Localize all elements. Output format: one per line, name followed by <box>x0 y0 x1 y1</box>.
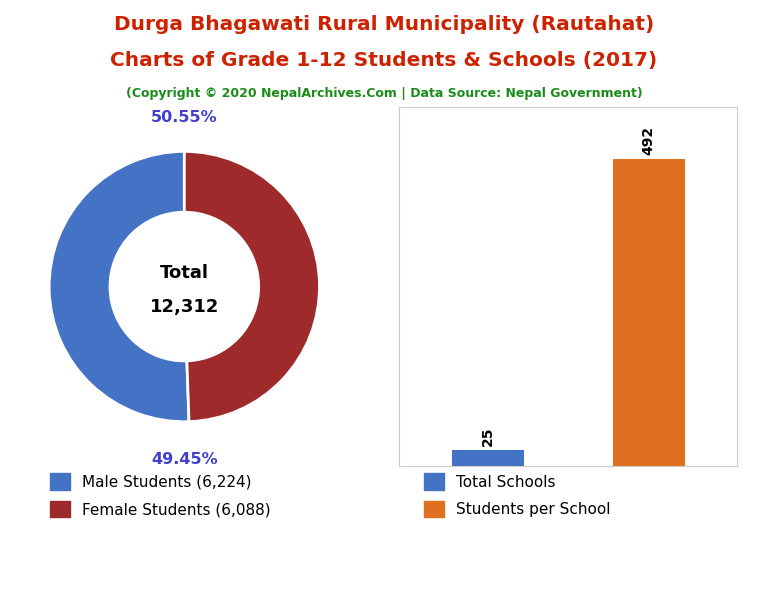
Text: Durga Bhagawati Rural Municipality (Rautahat): Durga Bhagawati Rural Municipality (Raut… <box>114 15 654 34</box>
Text: 25: 25 <box>481 427 495 447</box>
Wedge shape <box>184 152 319 421</box>
Text: (Copyright © 2020 NepalArchives.Com | Data Source: Nepal Government): (Copyright © 2020 NepalArchives.Com | Da… <box>126 87 642 100</box>
Bar <box>452 450 524 466</box>
Text: 49.45%: 49.45% <box>151 452 217 467</box>
Bar <box>613 159 685 466</box>
Text: Charts of Grade 1-12 Students & Schools (2017): Charts of Grade 1-12 Students & Schools … <box>111 51 657 70</box>
Text: 492: 492 <box>642 127 656 155</box>
Wedge shape <box>49 152 189 421</box>
Text: 50.55%: 50.55% <box>151 110 217 125</box>
Text: 12,312: 12,312 <box>150 298 219 316</box>
Legend: Total Schools, Students per School: Total Schools, Students per School <box>424 473 611 517</box>
Legend: Male Students (6,224), Female Students (6,088): Male Students (6,224), Female Students (… <box>50 473 271 517</box>
Text: Total: Total <box>160 264 209 282</box>
